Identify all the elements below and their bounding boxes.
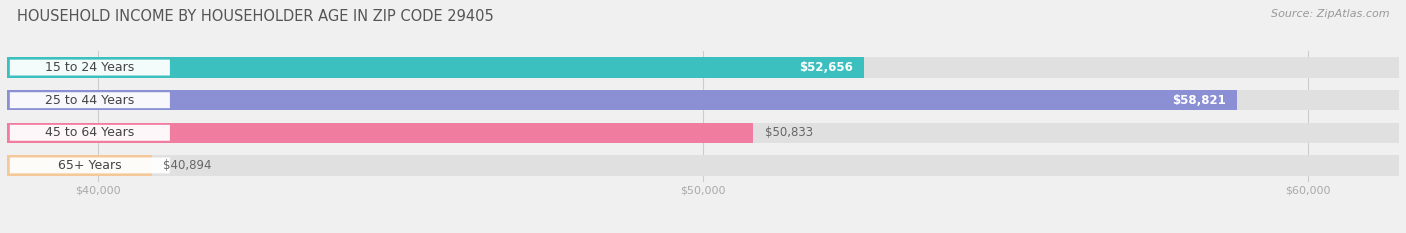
Text: HOUSEHOLD INCOME BY HOUSEHOLDER AGE IN ZIP CODE 29405: HOUSEHOLD INCOME BY HOUSEHOLDER AGE IN Z… bbox=[17, 9, 494, 24]
Text: 65+ Years: 65+ Years bbox=[58, 159, 122, 172]
Bar bbox=[7, 90, 1237, 110]
Bar bbox=[7, 58, 1399, 78]
Text: $40,894: $40,894 bbox=[163, 159, 211, 172]
Bar bbox=[7, 58, 863, 78]
FancyBboxPatch shape bbox=[10, 92, 170, 108]
Bar bbox=[7, 90, 1399, 110]
Text: $58,821: $58,821 bbox=[1173, 94, 1226, 107]
Text: 45 to 64 Years: 45 to 64 Years bbox=[45, 126, 135, 139]
FancyBboxPatch shape bbox=[10, 60, 170, 75]
Text: $52,656: $52,656 bbox=[799, 61, 852, 74]
FancyBboxPatch shape bbox=[10, 158, 170, 173]
Text: Source: ZipAtlas.com: Source: ZipAtlas.com bbox=[1271, 9, 1389, 19]
Bar bbox=[7, 155, 1399, 175]
Text: 25 to 44 Years: 25 to 44 Years bbox=[45, 94, 135, 107]
Bar bbox=[7, 155, 152, 175]
FancyBboxPatch shape bbox=[10, 125, 170, 141]
Bar bbox=[7, 123, 1399, 143]
Bar bbox=[7, 123, 754, 143]
Text: $50,833: $50,833 bbox=[765, 126, 813, 139]
Text: 15 to 24 Years: 15 to 24 Years bbox=[45, 61, 135, 74]
